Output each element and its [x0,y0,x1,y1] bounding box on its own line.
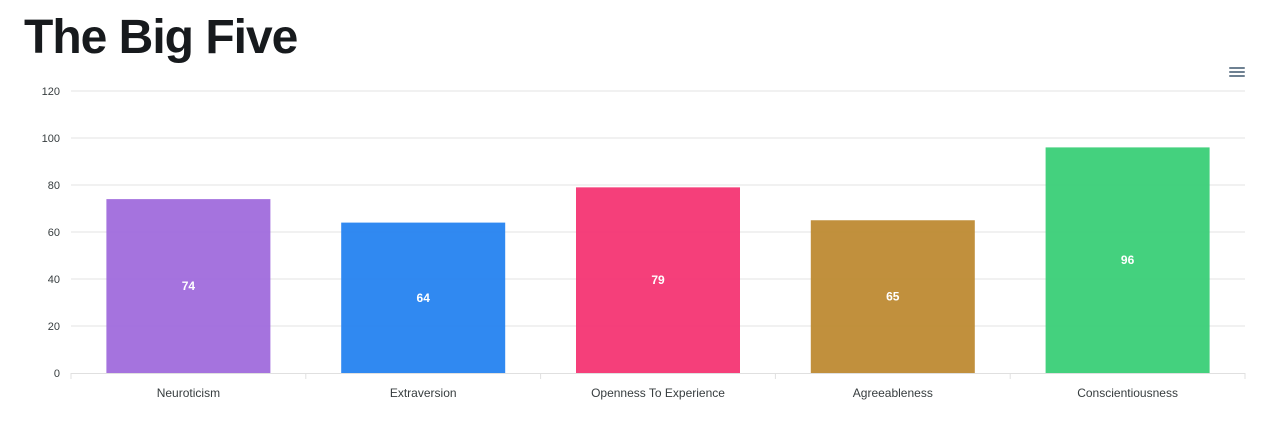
bar-value-label: 74 [182,279,196,293]
bar-value-label: 64 [417,291,431,305]
y-axis-ticks: 0 20 40 60 80 100 120 [42,86,60,380]
bar-extraversion[interactable] [341,222,506,373]
x-category-label: Agreeableness [853,386,933,400]
bar-openness-to-experience[interactable] [576,187,740,373]
x-category-label: Openness To Experience [591,386,725,400]
y-tick-label: 120 [42,86,60,98]
x-axis-labels: Neuroticism Extraversion Openness To Exper… [157,386,1178,400]
chart-menu-button[interactable] [1226,62,1248,82]
bars [106,147,1210,373]
bar-value-label: 65 [886,290,900,304]
x-category-label: Extraversion [390,386,457,400]
x-category-label: Conscientiousness [1077,386,1178,400]
x-category-label: Neuroticism [157,386,220,400]
bar-agreeableness[interactable] [810,220,975,373]
page-title: The Big Five [24,11,298,64]
bar-neuroticism[interactable] [106,199,271,373]
bar-value-label: 79 [651,273,665,287]
y-tick-label: 80 [48,180,60,192]
y-tick-label: 0 [54,368,60,380]
y-tick-label: 40 [48,274,60,286]
bar-conscientiousness[interactable] [1045,147,1210,373]
y-tick-label: 60 [48,227,60,239]
data-labels: 74 64 79 65 96 [182,253,1135,305]
y-tick-label: 100 [42,133,60,145]
bar-value-label: 96 [1121,253,1135,267]
y-tick-label: 20 [48,321,60,333]
x-axis [70,373,1246,379]
